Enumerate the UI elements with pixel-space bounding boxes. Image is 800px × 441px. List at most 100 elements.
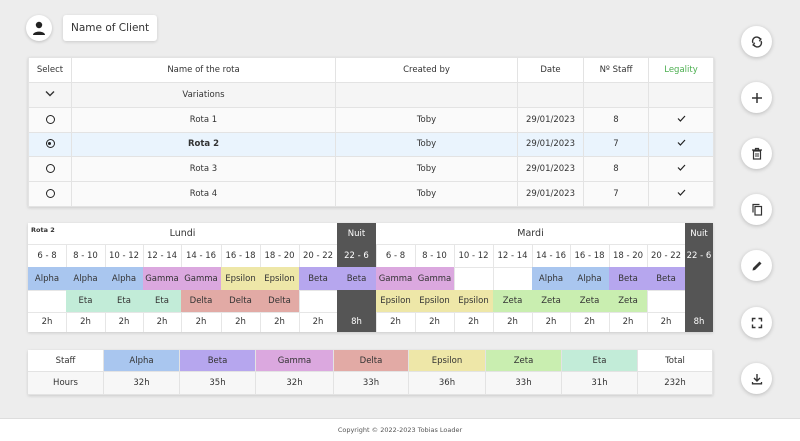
hours-summary: Staff Hours Alpha 32h Beta 35h Gamma 32h Delta 33…	[28, 350, 713, 395]
shift-cell: Epsilon	[415, 290, 454, 312]
shift-cell: Epsilon	[376, 290, 415, 312]
table-row[interactable]: Rota 2 Toby 29/01/2023 7	[28, 131, 714, 158]
rota-date: 29/01/2023	[517, 131, 584, 158]
total-hours: 232h	[638, 372, 713, 395]
slot-hours: 2h	[118, 317, 130, 327]
rota-name: Rota 3	[71, 156, 336, 183]
col-created-by: Created by	[335, 57, 518, 83]
time-slot: 10 - 12	[108, 250, 140, 261]
time-slot: 8 - 10	[422, 250, 447, 261]
time-slot: 18 - 20	[264, 250, 295, 261]
slot-hours: 2h	[195, 317, 207, 327]
shift-cell	[454, 267, 493, 290]
staff-name: Beta	[180, 350, 256, 372]
rota-radio[interactable]	[28, 106, 72, 133]
shift-cell: Delta	[221, 290, 260, 312]
staff-name: Epsilon	[409, 350, 486, 372]
time-slot: 12 - 14	[497, 250, 528, 261]
shift-cell: Zeta	[570, 290, 609, 312]
slot-hours: 2h	[468, 317, 479, 327]
radio-unchecked-icon[interactable]	[45, 164, 55, 174]
time-slot: 6 - 8	[37, 250, 57, 261]
shift-cell: Eta	[143, 290, 181, 312]
shift-cell: Epsilon	[454, 290, 493, 312]
rota-creator: Toby	[335, 181, 518, 207]
fullscreen-button[interactable]	[741, 307, 772, 338]
variations-label: Variations	[71, 82, 336, 108]
footer: Copyright © 2022-2023 Tobias Loader	[0, 418, 800, 441]
shift-cell: Alpha	[570, 267, 609, 290]
time-slot: 16 - 18	[225, 250, 256, 261]
time-slot: 14 - 16	[185, 250, 217, 261]
time-slot: 22 - 6	[337, 244, 376, 267]
staff-hours: 36h	[409, 372, 486, 395]
rota-date: 29/01/2023	[517, 181, 584, 207]
night-header: Nuit	[337, 223, 376, 244]
variations-row[interactable]: Variations	[28, 82, 714, 108]
copy-button[interactable]	[741, 194, 772, 225]
col-legality: Legality	[648, 57, 714, 83]
chevron-down-icon	[45, 90, 55, 97]
refresh-icon	[751, 35, 762, 48]
shift-cell: Gamma	[376, 267, 415, 290]
shift-cell	[685, 267, 713, 290]
radio-checked-icon[interactable]	[45, 139, 55, 149]
legality-cell	[648, 181, 714, 207]
col-rota-name: Name of the rota	[71, 57, 336, 83]
staff-hours: 33h	[334, 372, 409, 395]
slot-hours: 2h	[429, 317, 440, 327]
edit-button[interactable]	[741, 250, 772, 281]
col-staff: Nº Staff	[583, 57, 649, 83]
shift-cell	[493, 267, 532, 290]
table-row[interactable]: Rota 4 Toby 29/01/2023 7	[28, 181, 714, 207]
radio-unchecked-icon[interactable]	[45, 189, 55, 199]
slot-hours: 8h	[685, 312, 713, 332]
trash-icon	[751, 147, 762, 160]
slot-hours: 2h	[545, 317, 557, 327]
check-icon	[677, 189, 685, 196]
rota-staff-count: 7	[583, 131, 649, 158]
delete-button[interactable]	[741, 138, 772, 169]
shift-cell: Eta	[105, 290, 143, 312]
table-row[interactable]: Rota 3 Toby 29/01/2023 8	[28, 156, 714, 183]
time-slot: 20 - 22	[650, 250, 682, 261]
client-header: Name of Client	[26, 15, 158, 41]
schedule-grid: Rota 2 Lundi Nuit Mardi Nuit 6 - 8 Alpha 2h 8 - …	[28, 223, 713, 332]
staff-name: Eta	[562, 350, 638, 372]
add-button[interactable]	[741, 82, 772, 113]
time-slot: 14 - 16	[535, 250, 567, 261]
client-name[interactable]: Name of Client	[63, 15, 158, 41]
shift-cell: Zeta	[532, 290, 570, 312]
shift-cell: Zeta	[609, 290, 647, 312]
check-icon	[677, 115, 685, 122]
shift-cell: Alpha	[66, 267, 105, 290]
shift-cell: Beta	[609, 267, 647, 290]
shift-cell: Alpha	[105, 267, 143, 290]
staff-name: Zeta	[486, 350, 562, 372]
staff-hours: 33h	[486, 372, 562, 395]
rota-radio[interactable]	[28, 181, 72, 207]
pencil-icon	[752, 261, 761, 270]
refresh-button[interactable]	[741, 26, 772, 57]
time-slot: 6 - 8	[385, 250, 406, 261]
rota-staff-count: 8	[583, 156, 649, 183]
total-label: Total	[638, 350, 713, 372]
staff-hours: 32h	[256, 372, 334, 395]
avatar[interactable]	[26, 15, 52, 41]
shift-cell: Gamma	[143, 267, 181, 290]
slot-hours: 2h	[507, 317, 518, 327]
legality-cell	[648, 131, 714, 158]
radio-unchecked-icon[interactable]	[45, 114, 55, 124]
slot-hours: 2h	[312, 317, 324, 327]
copy-icon	[751, 203, 762, 216]
rota-radio[interactable]	[28, 156, 72, 183]
time-slot: 22 - 6	[685, 244, 713, 267]
download-button[interactable]	[741, 363, 772, 394]
expand-toggle[interactable]	[28, 82, 72, 108]
rota-radio[interactable]	[28, 131, 72, 158]
shift-cell	[299, 290, 337, 312]
rota-name: Rota 4	[71, 181, 336, 207]
table-row[interactable]: Rota 1 Toby 29/01/2023 8	[28, 106, 714, 133]
rota-date: 29/01/2023	[517, 156, 584, 183]
rota-name: Rota 1	[71, 106, 336, 133]
